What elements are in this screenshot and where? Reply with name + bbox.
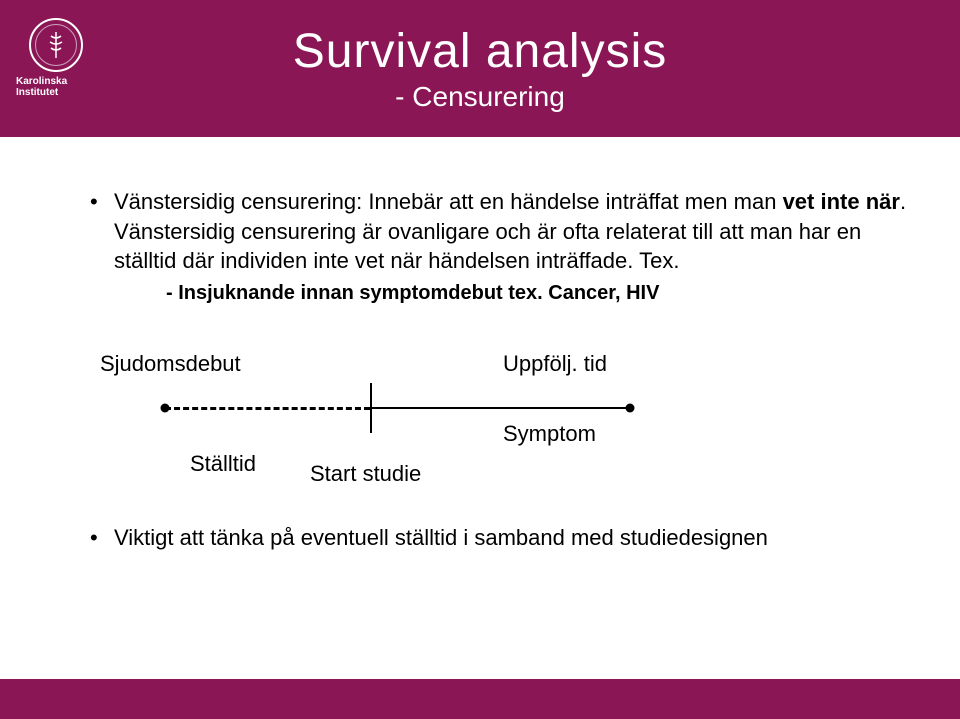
- label-sjudomsdebut: Sjudomsdebut: [100, 351, 241, 377]
- ki-logo: Karolinska Institutet: [16, 18, 96, 98]
- timeline-diagram: Sjudomsdebut Uppfölj. tid Symptom Ställt…: [90, 343, 915, 523]
- bullet-1: Vänstersidig censurering: Innebär att en…: [90, 187, 915, 307]
- slide-subtitle: - Censurering: [0, 81, 960, 113]
- label-stalltid: Ställtid: [190, 451, 256, 477]
- slide-header: Karolinska Institutet Survival analysis …: [0, 0, 960, 137]
- dashed-line: [165, 407, 370, 410]
- footer-band: [0, 679, 960, 719]
- dot-symptom: [626, 404, 635, 413]
- slide-title: Survival analysis: [0, 24, 960, 79]
- label-symptom: Symptom: [503, 421, 596, 447]
- title-wrap: Survival analysis - Censurering: [0, 24, 960, 113]
- label-start-studie: Start studie: [310, 461, 421, 487]
- solid-line: [370, 407, 630, 409]
- bullet-list-2: Viktigt att tänka på eventuell ställtid …: [90, 523, 915, 553]
- b1-sub: - Insjuknande innan symptomdebut tex. Ca…: [114, 280, 915, 307]
- b1-bold: vet inte när: [783, 189, 900, 214]
- bullet-2: Viktigt att tänka på eventuell ställtid …: [90, 523, 915, 553]
- b1-pre: Vänstersidig censurering: Innebär att en…: [114, 189, 783, 214]
- logo-line1: Karolinska: [16, 76, 96, 87]
- logo-line2: Institutet: [16, 87, 96, 98]
- caduceus-icon: [41, 30, 71, 60]
- logo-text: Karolinska Institutet: [16, 76, 96, 98]
- label-uppfolj: Uppfölj. tid: [503, 351, 607, 377]
- ki-seal-icon: [29, 18, 83, 72]
- slide-content: Vänstersidig censurering: Innebär att en…: [0, 137, 960, 553]
- bullet-list: Vänstersidig censurering: Innebär att en…: [90, 187, 915, 307]
